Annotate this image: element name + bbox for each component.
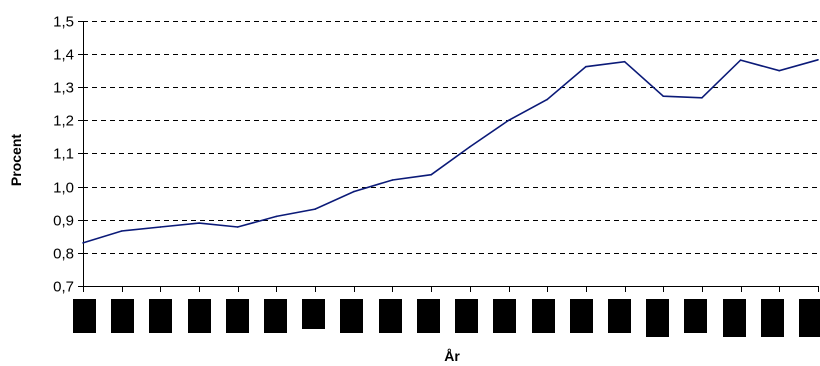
axes [78,21,819,292]
data-point [662,95,665,97]
y-tick-label: 0,7 [53,279,74,296]
x-tick-label-redacted [455,299,478,333]
grid-lines [83,21,818,254]
data-point [120,230,123,232]
y-tick-label: 1,1 [53,146,74,163]
data-point [159,226,162,228]
data-point [778,69,781,72]
x-tick-label-redacted [761,299,784,337]
y-tick-label: 0,9 [53,213,74,230]
data-point [353,190,355,193]
data-point [585,65,587,68]
y-tick-label: 1,3 [53,80,74,97]
data-point [507,119,510,122]
x-tick-label-redacted [799,299,820,337]
data-point [430,173,433,176]
x-tick-label-redacted [379,299,402,333]
y-axis-title: Procent [8,134,24,186]
y-tick-label: 1,5 [53,14,74,31]
data-point [623,60,626,63]
y-tick-labels: 0,7 0,8 0,9 1,0 1,1 1,2 1,3 1,4 1,5 [53,14,74,296]
data-point [817,59,819,61]
x-tick-label-redacted [608,299,631,333]
data-point [546,98,548,101]
y-tick-label: 1,4 [53,47,74,64]
data-point [275,215,278,218]
data-point [701,97,703,99]
x-tick-label-redacted [532,299,555,333]
y-tick-label: 0,8 [53,246,74,263]
x-tick-label-redacted [417,299,440,333]
data-point [82,242,84,244]
series-line [82,59,819,244]
x-tick-label-redacted [340,299,363,333]
x-tick-labels-redacted [73,299,820,337]
x-tick-label-redacted [149,299,172,333]
series-lines [82,59,819,244]
x-tick-label-redacted [302,299,325,329]
x-tick-label-redacted [723,299,746,337]
data-point [198,222,200,224]
x-tick-label-redacted [226,299,249,333]
y-tick-label: 1,0 [53,180,74,197]
data-point [739,59,742,61]
y-tick-label: 1,2 [53,113,74,130]
data-point [314,208,316,210]
x-tick-label-redacted [493,299,516,333]
x-tick-label-redacted [111,299,134,333]
data-point [236,226,239,228]
x-tick-label-redacted [684,299,707,333]
data-point [391,179,394,181]
data-point [469,146,471,148]
x-tick-label-redacted [264,299,287,333]
x-tick-label-redacted [570,299,593,333]
x-tick-label-redacted [646,299,669,337]
x-tick-label-redacted [188,299,211,333]
x-axis-title: År [444,348,460,364]
x-tick-label-redacted [73,299,96,333]
